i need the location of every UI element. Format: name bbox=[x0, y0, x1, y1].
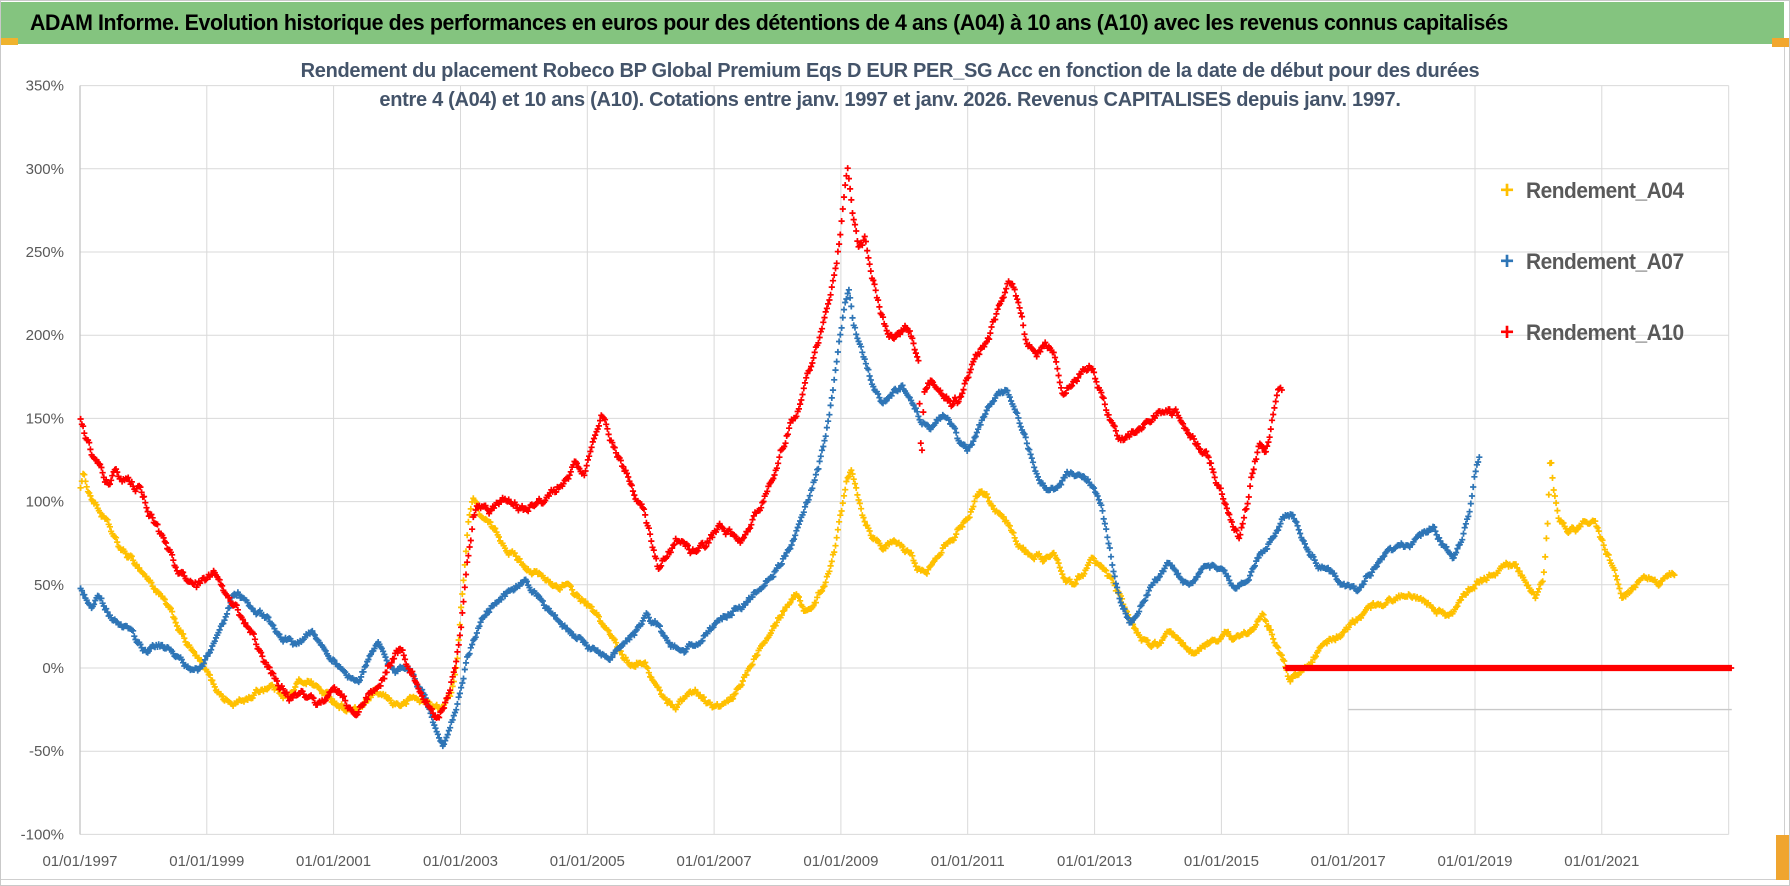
legend-label: Rendement_A07 bbox=[1526, 249, 1684, 274]
series-rendement_a10 bbox=[77, 165, 1735, 721]
vertical-gridlines bbox=[79, 85, 1730, 835]
banner: ADAM Informe. Evolution historique des p… bbox=[0, 2, 1784, 44]
y-axis-tick-label: 350% bbox=[26, 78, 64, 95]
x-axis-tick-label: 01/01/1997 bbox=[42, 853, 117, 870]
y-axis-tick-label: 100% bbox=[26, 494, 64, 511]
chart-title-line1: Rendement du placement Robeco BP Global … bbox=[300, 60, 1480, 82]
plus-marker-icon: + bbox=[1500, 177, 1515, 204]
x-axis-tick-label: 01/01/2011 bbox=[931, 853, 1005, 870]
x-axis-tick-label: 01/01/2003 bbox=[423, 853, 498, 870]
chart-border-bottom bbox=[0, 879, 1776, 880]
y-axis-tick-label: 0% bbox=[42, 660, 64, 677]
banner-title: ADAM Informe. Evolution historique des p… bbox=[30, 10, 1508, 35]
x-axis-tick-label: 01/01/2015 bbox=[1184, 853, 1259, 870]
accent-tab-right bbox=[1772, 38, 1790, 47]
legend-label: Rendement_A10 bbox=[1526, 320, 1684, 345]
x-axis-tick-label: 01/01/2009 bbox=[803, 853, 878, 870]
legend-item-rendement-a10[interactable]: + Rendement_A10 bbox=[1500, 318, 1692, 348]
x-axis-tick-label: 01/01/2007 bbox=[677, 853, 752, 870]
chart-title-line2: entre 4 (A04) et 10 ans (A10). Cotations… bbox=[379, 89, 1401, 111]
chart-title: Rendement du placement Robeco BP Global … bbox=[95, 57, 1685, 115]
accent-dash-left bbox=[0, 38, 18, 45]
y-axis-tick-label: 50% bbox=[34, 577, 64, 594]
chart-border-right bbox=[1784, 44, 1785, 879]
x-axis-tick-label: 01/01/2005 bbox=[550, 853, 625, 870]
legend-item-rendement-a04[interactable]: + Rendement_A04 bbox=[1500, 176, 1692, 206]
x-axis-tick-label: 01/01/1999 bbox=[169, 853, 244, 870]
y-axis-tick-label: 300% bbox=[26, 161, 64, 178]
y-axis-tick-label: 150% bbox=[26, 410, 64, 427]
series-rendement_a04 bbox=[77, 459, 1678, 715]
legend-item-rendement-a07[interactable]: + Rendement_A07 bbox=[1500, 247, 1692, 277]
x-axis-tick-label: 01/01/2013 bbox=[1057, 853, 1132, 870]
y-axis-tick-label: -50% bbox=[29, 743, 64, 760]
plus-marker-icon: + bbox=[1500, 248, 1515, 275]
x-axis-tick-label: 01/01/2019 bbox=[1437, 853, 1512, 870]
x-axis-tick-label: 01/01/2017 bbox=[1311, 853, 1386, 870]
horizontal-gridlines bbox=[80, 85, 1729, 835]
legend-label: Rendement_A04 bbox=[1526, 178, 1684, 203]
y-axis-tick-label: 250% bbox=[26, 244, 64, 261]
x-axis-tick-label: 01/01/2021 bbox=[1564, 853, 1639, 870]
plus-marker-icon: + bbox=[1500, 319, 1515, 346]
y-axis-tick-label: -100% bbox=[21, 826, 64, 843]
accent-bar-bottom-right bbox=[1776, 835, 1790, 880]
y-axis-tick-label: 200% bbox=[26, 327, 64, 344]
series-rendement_a07 bbox=[77, 286, 1483, 750]
x-axis-tick-label: 01/01/2001 bbox=[296, 853, 371, 870]
